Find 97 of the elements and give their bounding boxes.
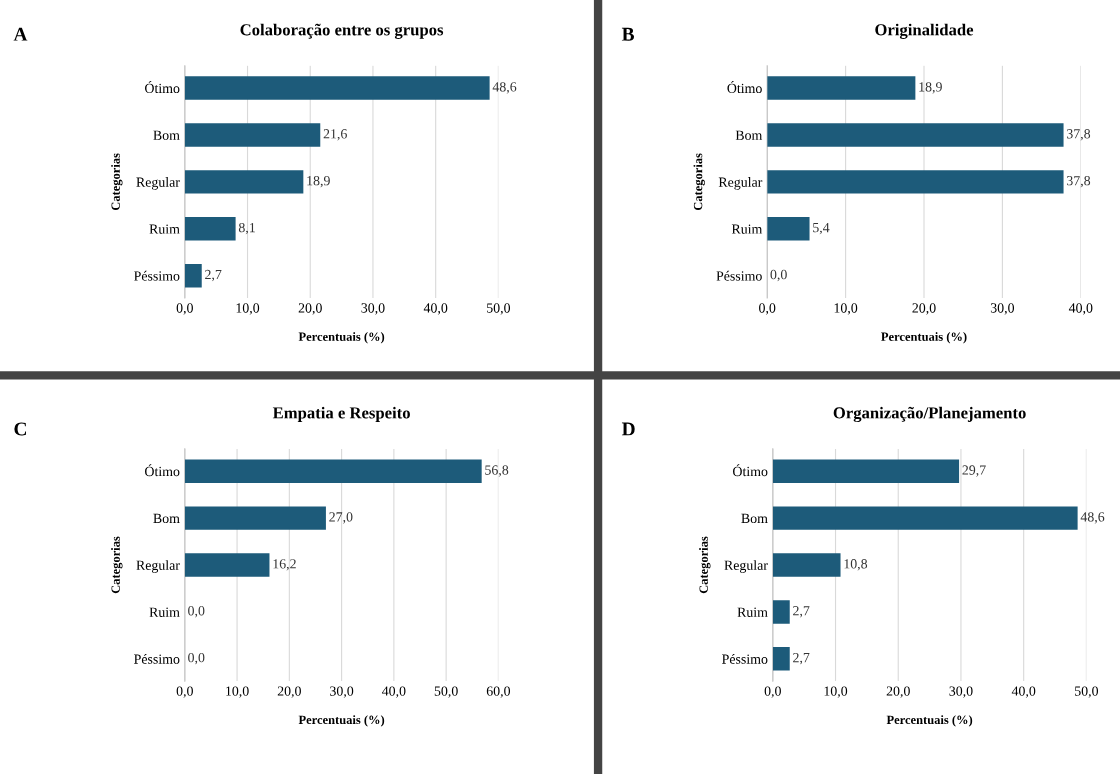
y-axis-title: Categorias [111,153,123,211]
y-tick-label: Ótimo [145,464,180,477]
y-tick-label: Péssimo [134,654,180,664]
x-tick-label: 0,0 [764,686,781,698]
y-tick-label: Regular [718,177,763,190]
x-axis-title: Percentuais (%) [886,715,973,727]
x-tick-label: 50,0 [434,686,458,698]
x-tick-label: 20,0 [277,686,301,698]
y-tick-label: Bom [735,130,763,140]
bar [767,170,1064,194]
y-axis-title: Categorias [693,153,705,211]
chart-title: Organização/Planejamento [833,406,1026,423]
x-tick-label: 50,0 [487,303,511,315]
x-axis-title: Percentuais (%) [298,715,385,727]
bar [184,553,270,577]
bar [184,170,304,194]
x-tick-label: 30,0 [330,686,354,698]
text: D [621,422,635,436]
data-label: 0,0 [770,269,787,282]
data-label: 21,6 [323,129,347,141]
data-label: 2,7 [793,652,810,665]
bar [772,647,790,671]
x-tick-label: 0,0 [176,303,193,315]
y-tick-label: Bom [741,513,768,524]
data-label: 37,8 [1066,175,1091,188]
data-label: 18,9 [307,175,330,188]
x-tick-label: 20,0 [912,303,936,315]
x-axis-title: Percentuais (%) [298,332,385,344]
bar [767,217,810,241]
bar [772,600,790,624]
x-tick-label: 20,0 [886,686,910,698]
data-label: 0,0 [188,606,205,618]
data-label: 48,6 [492,82,517,94]
text: A [13,27,28,41]
bar [184,217,236,241]
chart-title: Colaboração entre os grupos [240,23,444,39]
y-tick-label: Regular [136,560,180,573]
y-tick-label: Ótimo [733,464,768,477]
text: B [621,27,635,41]
x-tick-label: 30,0 [990,303,1015,315]
data-label: 56,8 [485,465,509,477]
data-label: 10,8 [844,559,868,571]
x-tick-label: 0,0 [176,686,193,698]
y-tick-label: Regular [724,560,768,573]
y-tick-label: Ruim [149,607,180,617]
x-tick-label: 40,0 [381,686,406,698]
bar [772,506,1078,530]
text: C [14,422,26,436]
bar [184,263,202,288]
data-label: 2,7 [205,269,222,282]
y-axis-title: Categorias [111,536,123,594]
y-tick-label: Ruim [149,224,180,234]
chart-title: Originalidade [875,23,974,39]
y-tick-label: Péssimo [716,270,762,281]
y-tick-label: Ruim [731,224,763,234]
bar [772,553,841,577]
x-tick-label: 30,0 [949,686,973,698]
y-tick-label: Ótimo [727,81,762,94]
data-label: 2,7 [793,606,810,618]
data-label: 8,1 [238,222,255,235]
x-tick-label: 30,0 [361,303,385,315]
x-tick-label: 10,0 [226,686,249,698]
x-tick-label: 60,0 [486,686,511,698]
data-label: 37,8 [1066,129,1091,141]
y-tick-label: Regular [136,177,180,190]
bar [767,123,1064,147]
data-label: 48,6 [1080,512,1105,524]
bar [184,123,321,147]
y-tick-label: Ótimo [145,81,180,94]
y-tick-label: Bom [153,513,180,524]
data-label: 0,0 [188,652,205,665]
data-label: 16,2 [273,559,296,571]
bar [184,76,490,100]
x-tick-label: 10,0 [824,686,848,698]
data-label: 29,7 [962,465,986,477]
y-tick-label: Péssimo [722,654,768,664]
x-tick-label: 10,0 [834,303,858,315]
bar [184,459,482,483]
x-tick-label: 10,0 [236,303,260,315]
x-tick-label: 40,0 [423,303,448,315]
x-axis-title: Percentuais (%) [881,332,967,344]
bar [184,506,326,530]
y-tick-label: Péssimo [134,270,180,281]
y-tick-label: Ruim [737,607,768,617]
x-tick-label: 0,0 [759,303,776,315]
x-tick-label: 50,0 [1075,686,1099,698]
x-tick-label: 40,0 [1011,686,1036,698]
bar [767,76,916,100]
bar [772,459,960,483]
y-axis-title: Categorias [699,536,711,594]
x-tick-label: 20,0 [298,303,322,315]
data-label: 18,9 [919,82,942,94]
y-tick-label: Bom [153,130,180,140]
x-tick-label: 40,0 [1068,303,1093,315]
data-label: 27,0 [329,512,353,524]
chart-title: Empatia e Respeito [272,406,410,422]
data-label: 5,4 [813,223,830,235]
